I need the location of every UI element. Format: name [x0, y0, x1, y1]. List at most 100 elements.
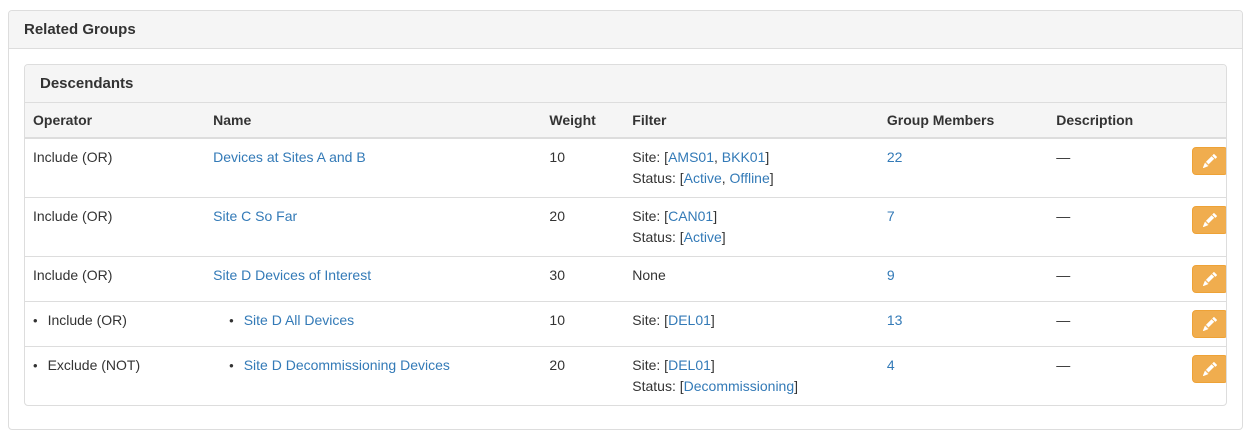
actions-cell	[1183, 346, 1226, 405]
actions-cell	[1184, 138, 1226, 198]
actions-cell	[1183, 256, 1226, 302]
group-members-count-link[interactable]: 9	[886, 267, 895, 283]
filter-line: Site: [DEL01]	[632, 312, 715, 328]
filter-line: Site: [AMS01, BKK01]	[632, 149, 770, 165]
table-row: Include (OR) Site C So Far 20 Site: [CAN01]…	[25, 197, 1226, 257]
child-bullet-icon: •	[33, 313, 38, 328]
related-groups-panel-title: Related Groups	[9, 11, 1242, 49]
descendants-panel: Descendants Operator Name Weight Filter Grou…	[24, 64, 1227, 406]
filter-value-link[interactable]: CAN01	[668, 208, 714, 224]
group-members-cell: 9	[878, 256, 1049, 302]
table-header-row: Operator Name Weight Filter Group Members Des…	[25, 103, 1226, 139]
column-header-group-members: Group Members	[878, 103, 1049, 139]
description-cell: —	[1048, 346, 1184, 405]
operator-label: Include (OR)	[33, 267, 113, 283]
column-header-description: Description	[1048, 103, 1184, 139]
filter-line: Status: [Active, Offline]	[632, 170, 774, 186]
description-cell: —	[1048, 256, 1184, 302]
description-value: —	[1056, 149, 1071, 165]
group-members-count-link[interactable]: 4	[886, 357, 895, 373]
name-cell: • Site D All Devices	[205, 301, 542, 347]
weight-value: 10	[549, 312, 565, 328]
group-name-link[interactable]: Site D Decommissioning Devices	[243, 357, 450, 373]
filter-none-label: None	[632, 267, 666, 283]
descendants-panel-title: Descendants	[25, 65, 1226, 103]
filter-cell: None	[624, 256, 879, 302]
related-groups-panel: Related Groups Descendants Operator Name W…	[8, 10, 1243, 430]
weight-value: 30	[549, 267, 565, 283]
operator-cell: • Exclude (NOT)	[25, 346, 206, 405]
operator-label: Include (OR)	[47, 312, 127, 328]
column-header-operator: Operator	[25, 103, 206, 139]
pencil-icon	[1202, 362, 1217, 376]
edit-button[interactable]	[1191, 206, 1226, 234]
actions-cell	[1183, 197, 1226, 257]
weight-value: 20	[549, 208, 565, 224]
pencil-icon	[1202, 272, 1217, 286]
edit-button[interactable]	[1191, 355, 1226, 383]
name-cell: Site D Devices of Interest	[205, 256, 542, 302]
filter-value-link[interactable]: Active	[683, 229, 722, 245]
group-members-cell: 13	[878, 301, 1049, 347]
description-cell: —	[1048, 197, 1184, 257]
operator-label: Include (OR)	[33, 149, 113, 165]
actions-cell	[1183, 301, 1226, 347]
operator-cell: Include (OR)	[25, 256, 206, 302]
edit-button[interactable]	[1191, 310, 1226, 338]
descendants-table: Operator Name Weight Filter Group Members Des…	[25, 103, 1226, 405]
weight-cell: 20	[541, 346, 625, 405]
group-members-count-link[interactable]: 13	[886, 312, 903, 328]
column-header-filter: Filter	[624, 103, 879, 139]
name-cell: Site C So Far	[205, 197, 542, 257]
weight-cell: 30	[541, 256, 625, 302]
weight-cell: 20	[541, 197, 625, 257]
filter-value-link[interactable]: Offline	[729, 170, 770, 186]
group-name-link[interactable]: Devices at Sites A and B	[213, 149, 366, 165]
operator-label: Include (OR)	[33, 208, 113, 224]
filter-cell: Site: [DEL01]	[624, 301, 879, 347]
group-members-count-link[interactable]: 22	[886, 149, 903, 165]
weight-value: 20	[549, 357, 565, 373]
edit-button[interactable]	[1191, 265, 1226, 293]
table-row: • Include (OR) • Site D All Devices 10 Site: …	[25, 301, 1226, 347]
weight-cell: 10	[541, 301, 625, 347]
filter-value-link[interactable]: DEL01	[668, 357, 711, 373]
related-groups-panel-body: Descendants Operator Name Weight Filter Grou…	[9, 49, 1242, 421]
name-cell: • Site D Decommissioning Devices	[205, 346, 542, 405]
column-header-actions	[1183, 103, 1226, 139]
child-bullet-icon: •	[229, 358, 234, 373]
filter-line: Status: [Active]	[632, 229, 726, 245]
filter-line: Site: [DEL01]	[632, 357, 715, 373]
filter-value-link[interactable]: BKK01	[721, 149, 766, 165]
filter-cell: Site: [CAN01] Status: [Active]	[624, 197, 879, 257]
description-cell: —	[1048, 301, 1184, 347]
column-header-weight: Weight	[541, 103, 625, 139]
weight-cell: 10	[541, 138, 624, 198]
name-cell: Devices at Sites A and B	[205, 138, 541, 198]
operator-cell: Include (OR)	[25, 197, 206, 257]
group-members-cell: 7	[878, 197, 1049, 257]
description-value: —	[1056, 208, 1071, 224]
description-value: —	[1056, 357, 1071, 373]
pencil-icon	[1202, 317, 1217, 331]
filter-value-link[interactable]: Decommissioning	[683, 378, 795, 394]
pencil-icon	[1202, 154, 1217, 168]
operator-label: Exclude (NOT)	[47, 357, 141, 373]
description-value: —	[1056, 267, 1071, 283]
child-bullet-icon: •	[33, 358, 38, 373]
group-name-link[interactable]: Site D All Devices	[243, 312, 355, 328]
filter-value-link[interactable]: AMS01	[668, 149, 714, 165]
edit-button[interactable]	[1191, 147, 1226, 175]
description-cell: —	[1048, 138, 1184, 198]
group-members-count-link[interactable]: 7	[886, 208, 895, 224]
filter-value-link[interactable]: DEL01	[668, 312, 711, 328]
table-row: Include (OR) Devices at Sites A and B 10 Si…	[25, 138, 1226, 198]
group-members-cell: 22	[879, 138, 1048, 198]
operator-cell: Include (OR)	[25, 138, 205, 198]
group-name-link[interactable]: Site C So Far	[213, 208, 298, 224]
child-bullet-icon: •	[229, 313, 234, 328]
group-name-link[interactable]: Site D Devices of Interest	[213, 267, 372, 283]
filter-value-link[interactable]: Active	[683, 170, 722, 186]
filter-line: Site: [CAN01]	[632, 208, 718, 224]
weight-value: 10	[549, 149, 565, 165]
